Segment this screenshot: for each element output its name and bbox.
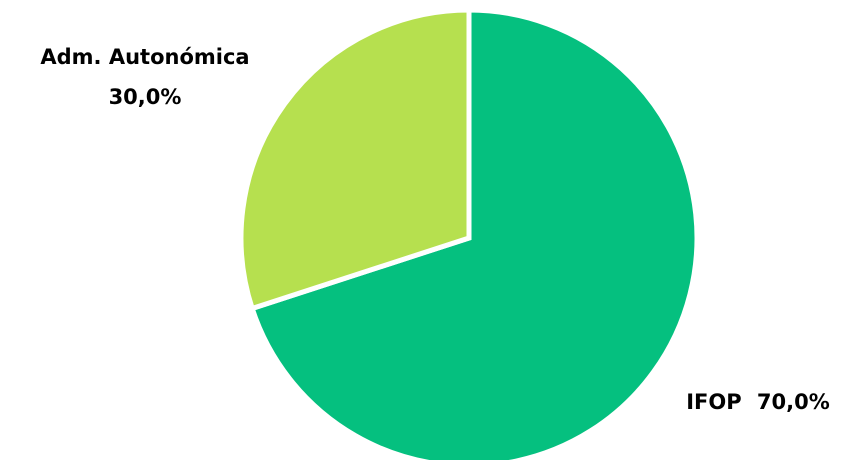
slice-label-ifop-name: IFOP bbox=[686, 390, 741, 414]
pie-slice-adm-auton-mica bbox=[238, 7, 472, 312]
pie-slices bbox=[238, 7, 700, 460]
slice-label-adm-name: Adm. Autonómica bbox=[40, 45, 249, 69]
slice-label-adm-value: 30,0% bbox=[109, 85, 182, 109]
pie-slice-ifop bbox=[249, 7, 700, 460]
slice-label-ifop: IFOP 70,0% bbox=[686, 390, 830, 414]
slice-label-ifop-value: 70,0% bbox=[757, 390, 830, 414]
